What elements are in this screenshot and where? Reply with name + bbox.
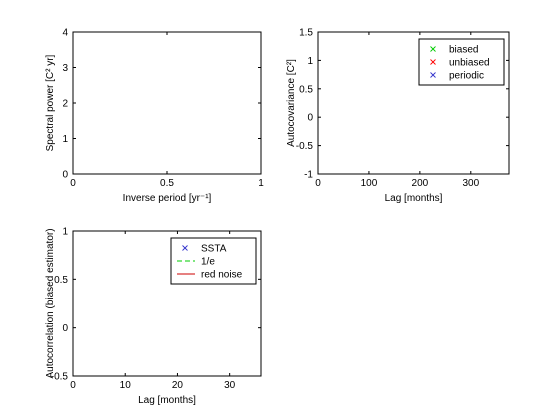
panel-1-ytick-label: 0.5: [299, 84, 313, 95]
legend-marker-unbiased-b: [430, 59, 436, 65]
panel-1-ytick-label: 1.5: [299, 28, 313, 39]
panel-0-axes: 0 0.5 1 0 1 2 3 4 Inverse period [yr⁻¹] Spectral …: [45, 28, 264, 205]
legend-label-red-noise: red noise: [201, 270, 243, 281]
panel-1-ylabel: Autocovariance [C²]: [286, 59, 297, 147]
legend-label-1-e: 1/e: [201, 257, 215, 268]
panel-2-xtick-label: 10: [120, 380, 132, 391]
panel-2-xtick-label: 20: [172, 380, 184, 391]
panel-0-xtick-label: 1: [258, 178, 264, 189]
panel-1-xtick-label: 0: [315, 178, 321, 189]
legend-marker-biased-b: [430, 46, 436, 52]
panel-0-ytick-label: 4: [62, 28, 68, 39]
panel-2-xtick-label: 0: [70, 380, 76, 391]
panel-2-ytick-label: 0.5: [54, 275, 68, 286]
panel-1-ytick-label: 0: [307, 113, 313, 124]
panel-0-ytick-label: 1: [62, 134, 68, 145]
legend-label-SSTA: SSTA: [201, 244, 227, 255]
panel-0-xtick-label: 0: [70, 178, 76, 189]
panel-2-ylabel: Autocorrelation (biased estimator): [45, 228, 56, 378]
legend-marker-SSTA-b: [182, 245, 188, 251]
panel-2-xlabel: Lag [months]: [138, 395, 196, 406]
panel-1-legend: biased unbiased periodic: [418, 38, 505, 86]
legend-label-periodic: periodic: [449, 71, 484, 82]
panel-1-xtick-label: 100: [361, 178, 378, 189]
panel-0-frame: [72, 31, 262, 175]
panel-1-ytick-label: -1: [304, 170, 313, 181]
panel-0-xtick-label: 0.5: [160, 178, 174, 189]
panel-2-ytick-label: 0: [62, 323, 68, 334]
panel-1-ytick-label: 1: [307, 56, 313, 67]
panel-2-xtick-label: 30: [224, 380, 236, 391]
panel-1-xtick-label: 300: [462, 178, 479, 189]
panel-2-legend: SSTA 1/e red noise: [170, 237, 257, 285]
legend-label-unbiased: unbiased: [449, 58, 490, 69]
panel-0-ytick-label: 0: [62, 170, 68, 181]
panel-0-ylabel: Spectral power [C² yr]: [45, 54, 56, 151]
legend-label-biased: biased: [449, 45, 478, 56]
panel-0-ytick-label: 3: [62, 63, 68, 74]
legend-marker-periodic-b: [430, 72, 436, 78]
panel-0-ytick-label: 2: [62, 99, 68, 110]
panel-0-xlabel: Inverse period [yr⁻¹]: [123, 193, 212, 204]
panel-1-xlabel: Lag [months]: [385, 193, 443, 204]
panel-1-ytick-label: -0.5: [296, 141, 314, 152]
panel-2-ytick-label: -0.5: [51, 372, 69, 383]
panel-1-xtick-label: 200: [412, 178, 429, 189]
panel-2-ytick-label: 1: [62, 227, 68, 238]
